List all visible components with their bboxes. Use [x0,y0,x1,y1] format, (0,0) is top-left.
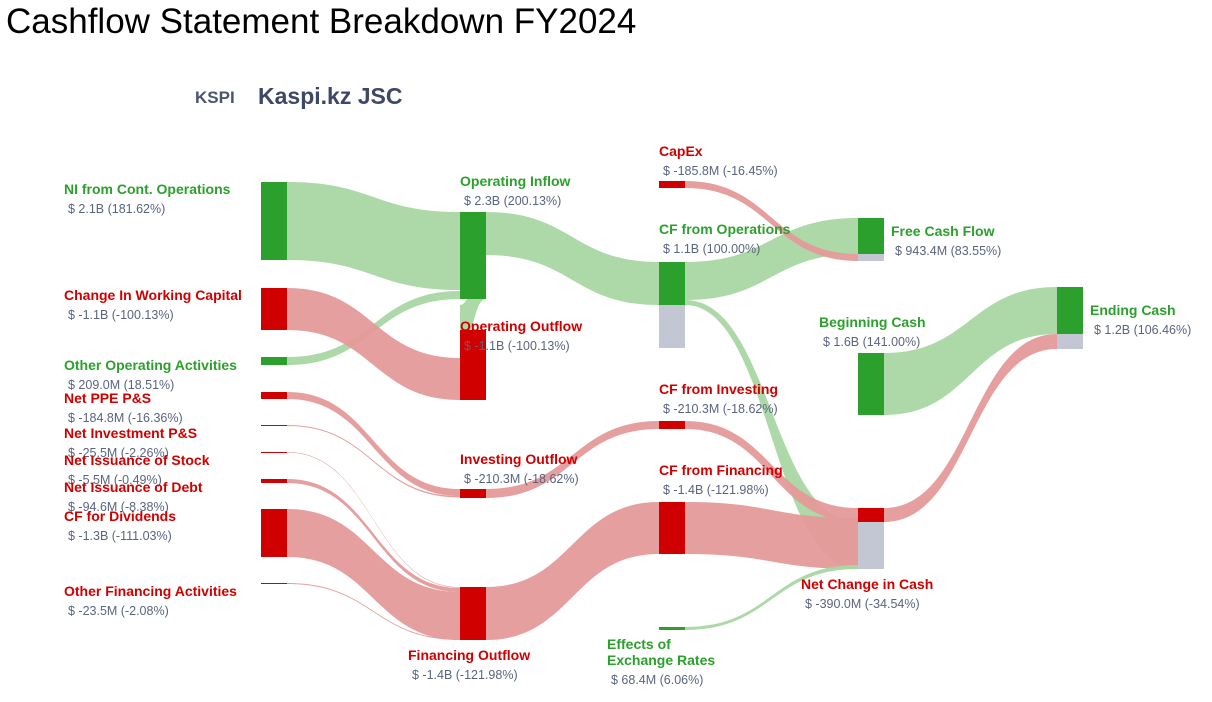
node-div [261,509,287,557]
label-capex: CapEx [659,143,703,159]
node-end-remainder [1057,334,1083,349]
node-ooa [261,357,287,365]
link-inv-to-invout [287,425,460,498]
link-ofa-to-finout [287,583,460,640]
node-invout [460,489,486,498]
link-capex-to-fcf [685,181,858,261]
value-begin: $ 1.6B (141.00%) [823,335,920,349]
link-cfo-to-fcf [685,218,858,300]
link-nc-to-end [884,334,1057,522]
link-stock-to-finout [287,452,460,588]
sankey-nodes [261,181,1083,640]
value-finout: $ -1.4B (-121.98%) [412,668,518,682]
node-begin [858,353,884,415]
link-debt-to-finout [287,479,460,592]
label-cfi: CF from Investing [659,381,778,397]
node-cfo [659,262,685,305]
value-fcf: $ 943.4M (83.55%) [895,244,1001,258]
label-fx-line2: Exchange Rates [607,652,715,668]
label-div: CF for Dividends [64,508,176,524]
chart-title: Cashflow Statement Breakdown FY2024 [6,2,637,41]
label-begin: Beginning Cash [819,314,926,330]
value-cff: $ -1.4B (-121.98%) [663,483,769,497]
label-fx-line1: Effects of [607,636,671,652]
link-ni-to-opin [287,182,460,290]
label-opin: Operating Inflow [460,173,571,189]
sankey-links [287,181,1057,640]
node-ni [261,182,287,260]
node-opin [460,212,486,299]
link-fx-to-nc [685,565,858,630]
label-debt: Net Issuance of Debt [64,479,203,495]
node-wc [261,288,287,330]
link-begin-to-end [884,287,1057,415]
value-nc: $ -390.0M (-34.54%) [805,597,920,611]
sankey-labels: NI from Cont. Operations $ 2.1B (181.62%)… [64,143,1191,687]
label-invout: Investing Outflow [460,451,578,467]
node-nc-remainder [858,522,884,569]
value-ni: $ 2.1B (181.62%) [68,202,165,216]
label-cff: CF from Financing [659,462,783,478]
label-finout: Financing Outflow [408,647,530,663]
value-capex: $ -185.8M (-16.45%) [663,164,778,178]
label-ppe: Net PPE P&S [64,390,151,406]
value-stock: $ -5.5M (-0.49%) [68,473,162,487]
node-fx [659,627,685,630]
link-cfi-to-nc [685,421,858,522]
node-debt [261,479,287,483]
link-invout-to-cfi [486,421,659,498]
value-ofa: $ -23.5M (-2.08%) [68,604,169,618]
label-wc: Change In Working Capital [64,287,242,303]
node-stock [261,452,287,453]
value-invout: $ -210.3M (-18.62%) [464,472,579,486]
node-finout [460,587,486,640]
node-fcf-remainder [858,254,884,261]
value-fx: $ 68.4M (6.06%) [611,673,703,687]
node-inv [261,425,287,426]
node-nc [858,508,884,522]
label-end: Ending Cash [1090,302,1176,318]
label-inv: Net Investment P&S [64,425,197,441]
node-cfi [659,421,685,429]
value-cfi: $ -210.3M (-18.62%) [663,402,778,416]
label-ooa: Other Operating Activities [64,357,237,373]
link-finout-to-cff [486,502,659,640]
label-fcf: Free Cash Flow [891,223,995,239]
link-div-to-finout [287,509,460,640]
node-opout [460,330,486,400]
value-inv: $ -25.5M (-2.26%) [68,446,169,460]
value-opout: $ -1.1B (-100.13%) [464,339,570,353]
label-nc: Net Change in Cash [801,576,933,592]
node-ppe [261,392,287,399]
value-cfo: $ 1.1B (100.00%) [663,242,760,256]
node-cff [659,502,685,554]
ticker-symbol: KSPI [195,88,235,107]
node-fcf [858,218,884,254]
value-div: $ -1.3B (-111.03%) [68,529,172,543]
node-end [1057,287,1083,334]
link-wc-to-opout [287,288,460,400]
link-opin-to-cfo [486,212,659,305]
label-opout: Operating Outflow [460,318,582,334]
label-ofa: Other Financing Activities [64,583,237,599]
value-ppe: $ -184.8M (-16.36%) [68,411,183,425]
label-cfo: CF from Operations [659,221,791,237]
value-opin: $ 2.3B (200.13%) [464,194,561,208]
node-cfo-remainder [659,305,685,348]
link-ppe-to-invout [287,392,460,496]
value-ooa: $ 209.0M (18.51%) [68,378,174,392]
node-ofa [261,583,287,584]
label-ni: NI from Cont. Operations [64,181,231,197]
value-wc: $ -1.1B (-100.13%) [68,308,174,322]
link-cff-to-nc [685,502,858,569]
company-name: Kaspi.kz JSC [258,83,403,109]
value-debt: $ -94.6M (-8.38%) [68,500,169,514]
value-end: $ 1.2B (106.46%) [1094,323,1191,337]
node-capex [659,181,685,188]
label-stock: Net Issuance of Stock [64,452,210,468]
